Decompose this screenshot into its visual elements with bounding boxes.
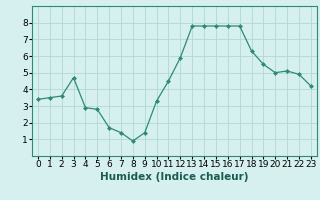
X-axis label: Humidex (Indice chaleur): Humidex (Indice chaleur) (100, 172, 249, 182)
